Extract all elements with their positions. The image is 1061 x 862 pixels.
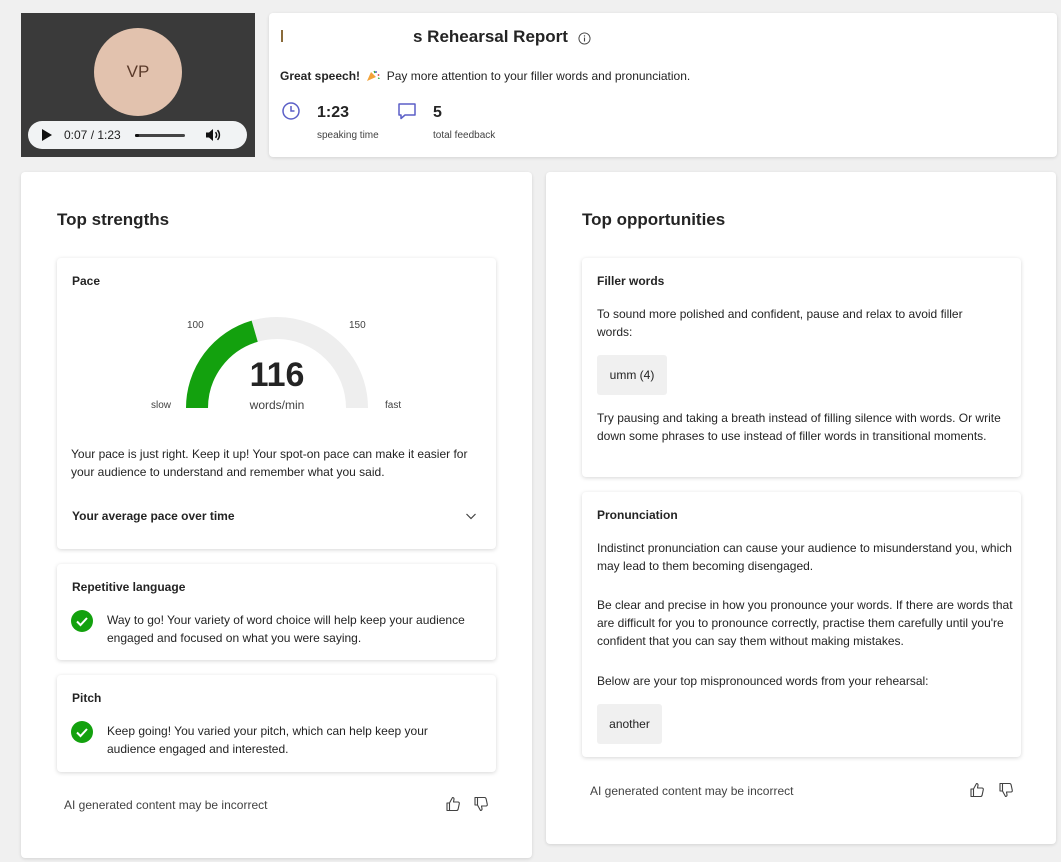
- report-title: s Rehearsal Report: [413, 27, 568, 46]
- avatar: VP: [94, 28, 182, 116]
- pronunciation-card: Pronunciation Indistinct pronunciation c…: [582, 492, 1021, 757]
- video-preview: VP 0:07 / 1:23: [21, 13, 255, 157]
- pronunciation-title: Pronunciation: [597, 508, 678, 522]
- audio-player[interactable]: 0:07 / 1:23: [28, 121, 247, 149]
- gauge-high-label: 150: [349, 320, 366, 331]
- filler-word-chip: umm (4): [597, 355, 667, 395]
- summary-text: Pay more attention to your filler words …: [386, 69, 691, 83]
- thumbs-up-icon[interactable]: [969, 782, 985, 798]
- title-cursor-mark: [281, 30, 283, 42]
- summary-bold: Great speech!: [280, 69, 361, 83]
- pronunciation-text-1: Indistinct pronunciation can cause your …: [597, 541, 1012, 573]
- clock-icon: [282, 102, 300, 120]
- repetitive-language-title: Repetitive language: [72, 580, 186, 594]
- gauge-fill: [186, 320, 259, 409]
- report-header-card: s Rehearsal Report Great speech! Pay mor…: [269, 13, 1057, 157]
- check-circle-icon: [71, 721, 93, 743]
- gauge-low-label: 100: [187, 320, 204, 331]
- info-icon[interactable]: [578, 32, 591, 45]
- seek-bar[interactable]: [134, 133, 185, 137]
- opportunities-panel: Top opportunities Filler words To sound …: [546, 172, 1056, 844]
- strengths-panel: Top strengths Pace 100 150 slow fast 116…: [21, 172, 532, 858]
- gauge-slow-label: slow: [151, 400, 172, 411]
- pace-gauge: [186, 317, 368, 409]
- speaking-time-label: speaking time: [317, 130, 379, 141]
- check-circle-icon: [71, 610, 93, 632]
- total-feedback-value: 5: [433, 104, 442, 121]
- chevron-down-icon: [466, 513, 476, 520]
- pitch-text: Keep going! You varied your pitch, which…: [107, 724, 428, 756]
- play-icon[interactable]: [42, 129, 52, 141]
- speaking-time-value: 1:23: [317, 104, 350, 121]
- pronunciation-text-2: Be clear and precise in how you pronounc…: [597, 598, 1013, 648]
- volume-icon[interactable]: [205, 128, 221, 142]
- party-popper-icon: [367, 70, 381, 81]
- player-time: 0:07 / 1:23: [64, 128, 121, 142]
- seek-bar-fill: [134, 133, 139, 137]
- total-feedback-label: total feedback: [433, 130, 496, 141]
- report-summary: Great speech! Pay more attention to your…: [280, 69, 690, 83]
- thumbs-up-icon[interactable]: [445, 796, 461, 812]
- filler-words-card: Filler words To sound more polished and …: [582, 258, 1021, 477]
- strengths-title: Top strengths: [57, 210, 170, 229]
- comment-icon: [398, 103, 416, 120]
- filler-words-tip: Try pausing and taking a breath instead …: [597, 411, 1001, 443]
- pace-over-time-label: Your average pace over time: [72, 509, 235, 523]
- repetitive-language-text: Way to go! Your variety of word choice w…: [107, 613, 465, 645]
- filler-words-intro: To sound more polished and confident, pa…: [597, 307, 963, 339]
- pace-unit: words/min: [249, 398, 305, 412]
- mispronounced-word-chip: another: [597, 704, 662, 744]
- pace-over-time-expander[interactable]: Your average pace over time: [57, 506, 495, 536]
- pace-card: Pace 100 150 slow fast 116 words/min You…: [57, 258, 496, 549]
- pace-description: Your pace is just right. Keep it up! You…: [71, 447, 468, 479]
- thumbs-down-icon[interactable]: [473, 796, 489, 812]
- gauge-fast-label: fast: [385, 400, 402, 411]
- ai-disclaimer: AI generated content may be incorrect: [64, 798, 268, 812]
- repetitive-language-card: Repetitive language Way to go! Your vari…: [57, 564, 496, 660]
- total-feedback-stat: 5 total feedback: [397, 101, 517, 151]
- pace-title: Pace: [72, 274, 101, 288]
- pitch-title: Pitch: [72, 691, 102, 705]
- thumbs-down-icon[interactable]: [998, 782, 1014, 798]
- speaking-time-stat: 1:23 speaking time: [281, 101, 391, 151]
- opportunities-title: Top opportunities: [582, 210, 726, 229]
- pace-value: 116: [249, 356, 305, 394]
- filler-words-title: Filler words: [597, 274, 665, 288]
- ai-disclaimer: AI generated content may be incorrect: [590, 784, 794, 798]
- pronunciation-text-3: Below are your top mispronounced words f…: [597, 674, 929, 688]
- pitch-card: Pitch Keep going! You varied your pitch,…: [57, 675, 496, 772]
